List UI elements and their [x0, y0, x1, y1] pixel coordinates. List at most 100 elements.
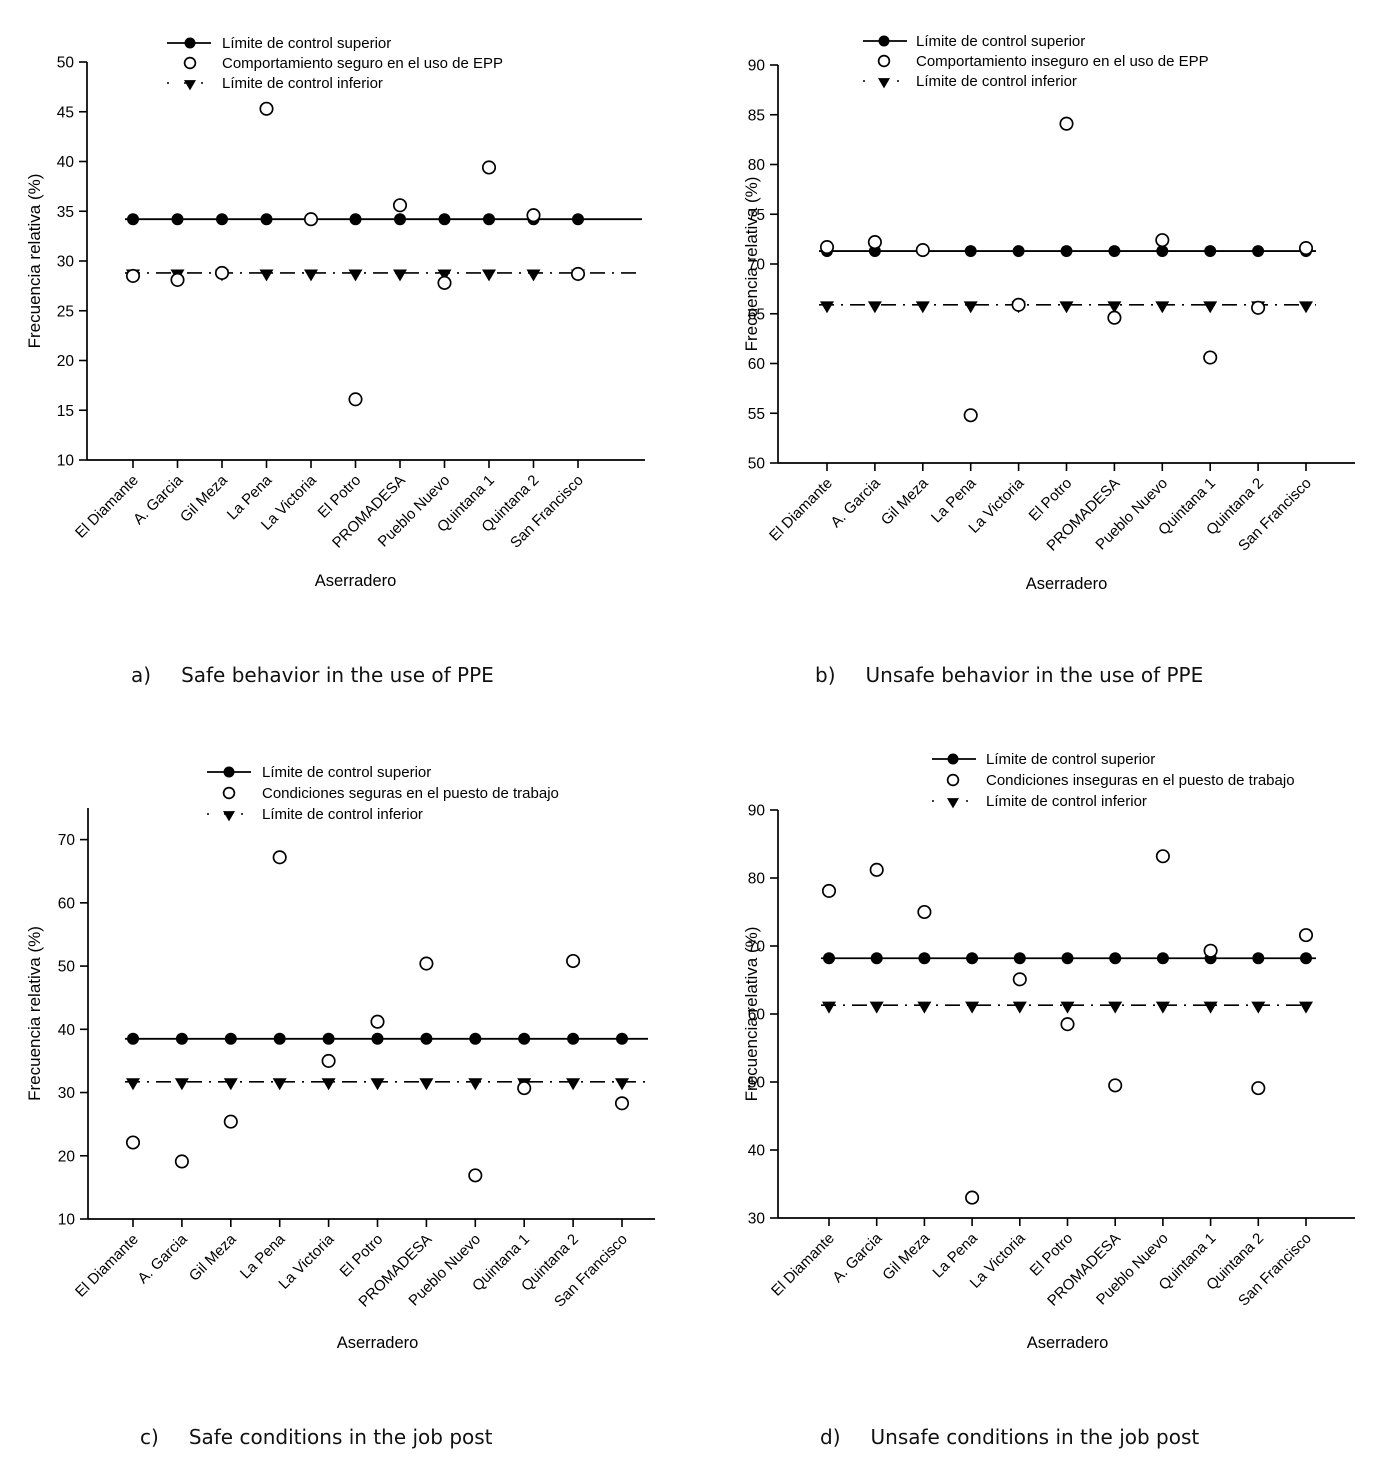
lcl-marker [963, 301, 978, 314]
y-tick-label: 20 [57, 353, 75, 370]
lower-control-limit [821, 1001, 1316, 1014]
caption-c-letter: c) [140, 1425, 159, 1449]
data-point-pueblo-nuevo [1155, 849, 1170, 864]
lcl-marker [1012, 1001, 1027, 1014]
data-point-la-victoria [321, 1053, 336, 1068]
legend-lcl-label: Límite de control inferior [986, 793, 1147, 810]
lcl-marker [1108, 1001, 1123, 1014]
caption-d-text: Unsafe conditions in the job post [870, 1425, 1200, 1449]
legend-lcl-marker [878, 78, 890, 89]
legend-ucl-marker [223, 766, 235, 778]
data-point-la-pena [965, 1190, 980, 1205]
ucl-marker [1060, 245, 1073, 258]
lcl-marker [1060, 1001, 1075, 1014]
caption-c-text: Safe conditions in the job post [188, 1425, 493, 1449]
y-tick-label: 70 [748, 939, 766, 956]
ucl-marker [127, 213, 139, 226]
series-points [821, 849, 1314, 1205]
legend-lcl-label: Límite de control inferior [222, 75, 383, 92]
ucl-marker [394, 213, 406, 226]
legend-series-label: Condiciones seguras en el puesto de trab… [262, 785, 559, 802]
lcl-marker [615, 1078, 629, 1091]
caption-panel-a: a) Safe behavior in the use of PPE [131, 663, 494, 687]
data-point-pueblo-nuevo [437, 275, 452, 290]
ucl-marker [260, 213, 273, 226]
y-tick-label: 30 [57, 254, 75, 271]
x-axis-title: Aserradero [315, 572, 397, 590]
data-point-quintana-1 [1203, 350, 1218, 365]
data-point-promadesa [419, 956, 434, 971]
data-point-gil-meza [223, 1114, 238, 1129]
legend-lcl-label: Límite de control inferior [262, 806, 423, 823]
legend-series-marker [877, 54, 891, 68]
lcl-marker [1203, 1001, 1218, 1014]
data-point-promadesa [1107, 310, 1122, 325]
data-point-quintana-2 [1251, 300, 1266, 315]
legend-series-label: Comportamiento inseguro en el uso de EPP [916, 53, 1209, 70]
data-point-pueblo-nuevo [1155, 233, 1170, 248]
legend-ucl-marker [878, 35, 890, 47]
data-point-san-francisco [1298, 928, 1314, 943]
x-axis-title: Aserradero [1027, 1334, 1109, 1352]
legend: Límite de control superior Condiciones se… [207, 764, 559, 823]
y-tick-label: 90 [748, 803, 766, 820]
legend-lcl-marker [223, 811, 235, 822]
y-tick-label: 90 [748, 58, 766, 75]
legend-ucl-label: Límite de control superior [986, 751, 1155, 768]
y-tick-label: 10 [57, 453, 75, 470]
y-tick-label: 20 [58, 1148, 76, 1165]
caption-d-letter: d) [820, 1425, 841, 1449]
lcl-marker [1251, 1001, 1266, 1014]
data-point-la-victoria [303, 212, 319, 227]
lcl-marker [566, 1078, 581, 1091]
data-point-pueblo-nuevo [468, 1168, 483, 1183]
lcl-marker [867, 301, 882, 314]
y-axis-title: Frecuencia relativa (%) [25, 174, 44, 349]
data-point-a-garcia [174, 1154, 189, 1169]
ucl-marker [616, 1032, 628, 1045]
legend-ucl-label: Límite de control superior [262, 764, 431, 781]
legend-ucl-marker [947, 753, 959, 765]
ucl-marker [171, 213, 184, 226]
ucl-marker [964, 245, 977, 258]
data-point-el-diamante [125, 1135, 141, 1150]
legend: Límite de control superior Comportamiento… [167, 35, 503, 92]
ucl-marker [273, 1032, 286, 1045]
lcl-marker [965, 1001, 980, 1014]
caption-b-text: Unsafe behavior in the use of PPE [865, 663, 1204, 687]
data-point-el-diamante [821, 883, 837, 898]
x-tick-label: A. Garcia [827, 474, 884, 531]
data-point-a-garcia [170, 272, 185, 287]
ucl-marker [420, 1032, 433, 1045]
y-tick-label: 70 [58, 832, 76, 849]
data-point-san-francisco [1298, 241, 1314, 256]
y-axis-title: Frecuencia relativa (%) [25, 926, 44, 1101]
data-point-el-potro [370, 1014, 385, 1029]
lcl-marker [272, 1078, 287, 1091]
caption-panel-c: c) Safe conditions in the job post [140, 1425, 493, 1449]
y-tick-label: 80 [748, 157, 766, 174]
lcl-marker [915, 301, 930, 314]
ucl-marker [469, 1032, 482, 1045]
series-points [819, 116, 1314, 423]
ucl-marker [1109, 952, 1122, 965]
caption-panel-d: d) Unsafe conditions in the job post [820, 1425, 1199, 1449]
lcl-marker [1059, 301, 1074, 314]
y-tick-label: 40 [57, 154, 75, 171]
ucl-marker [224, 1032, 237, 1045]
x-tick-label: El Potro [337, 1231, 387, 1281]
ucl-marker [1252, 952, 1265, 965]
lcl-marker [259, 269, 274, 282]
lcl-marker [1155, 1001, 1170, 1014]
y-ticks: 10 20 30 40 50 60 70 [58, 832, 88, 1229]
ucl-marker [322, 1032, 335, 1045]
lcl-marker [917, 1001, 932, 1014]
ucl-marker [1204, 245, 1217, 258]
ucl-marker [438, 213, 451, 226]
lcl-marker [174, 1078, 189, 1091]
upper-control-limit [819, 245, 1316, 258]
lcl-marker [482, 269, 496, 282]
